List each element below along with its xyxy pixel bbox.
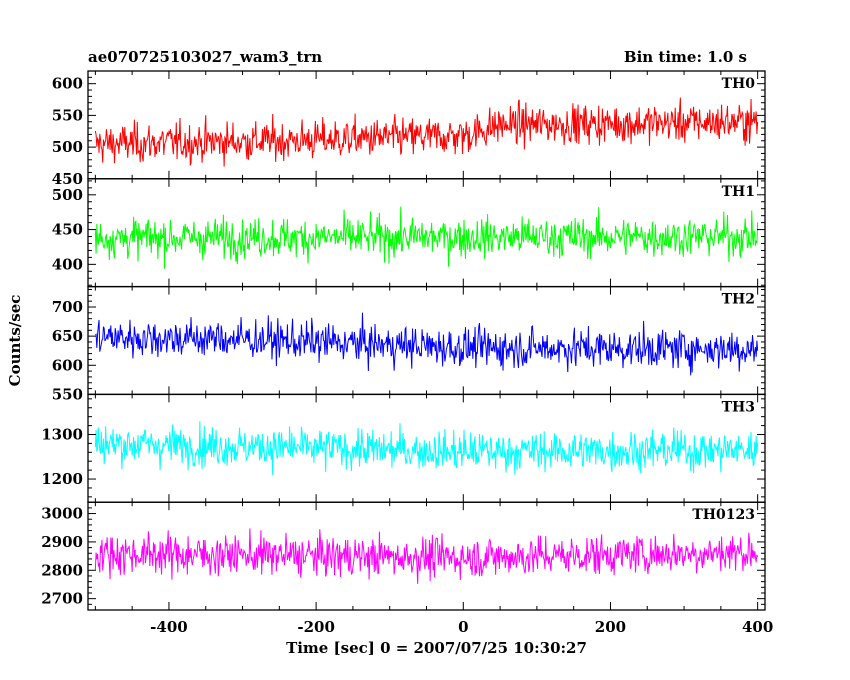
y-tick-label: 450 [52,170,83,188]
panel-label-th3: TH3 [722,399,755,415]
panel-th2: 550 600 650 700 TH2 [52,285,766,403]
y-tick-label: 650 [52,327,83,345]
y-tick-label: 450 [52,221,83,239]
y-tick-label: 1300 [41,425,83,443]
x-tick-label: -400 [150,618,188,636]
y-tick-label: 2900 [41,533,83,551]
panel-frame [87,70,766,180]
x-axis: -400 -200 0 200 400 [150,618,773,636]
y-tick-label: 2700 [41,590,83,608]
series-line-th0123 [94,528,759,584]
y-tick-label: 550 [52,106,83,124]
x-tick-label: 200 [595,618,626,636]
y-tick-label: 500 [52,138,83,156]
series-line-th2 [95,312,759,376]
y-tick-label: 3000 [41,505,83,523]
bin-time-label: Bin time: 1.0 s [624,48,747,66]
y-axis-title: Counts/sec [6,295,24,387]
panel-th1: 400 450 500 TH1 [52,178,766,288]
panel-label-th1: TH1 [722,184,755,200]
series-line-th1 [94,206,759,269]
y-tick-label: 700 [52,298,83,316]
chart-title: ae070725103027_wam3_trn [88,48,322,66]
series-line-th3 [94,421,759,476]
y-tick-label: 550 [52,385,83,403]
x-tick-label: 0 [458,618,468,636]
y-tick-label: 500 [52,186,83,204]
x-tick-label: 400 [742,618,773,636]
panel-label-th0: TH0 [722,76,756,92]
y-tick-label: 600 [52,75,83,93]
series-line-th0 [94,97,759,167]
panel-label-th2: TH2 [722,292,755,308]
x-axis-title: Time [sec] 0 = 2007/07/25 10:30:27 [286,639,587,657]
panel-label-th0123: TH0123 [692,507,755,523]
panel-th0123: 2700 2800 2900 3000 TH0123 [41,501,766,611]
x-tick-label: -200 [297,618,335,636]
panel-th3: 1200 1300 TH3 [41,393,766,503]
y-tick-label: 1200 [41,470,83,488]
y-tick-label: 2800 [41,561,83,579]
y-tick-label: 600 [52,356,83,374]
panel-th0: 450 500 550 600 TH0 [52,70,766,188]
y-tick-label: 400 [52,255,83,273]
